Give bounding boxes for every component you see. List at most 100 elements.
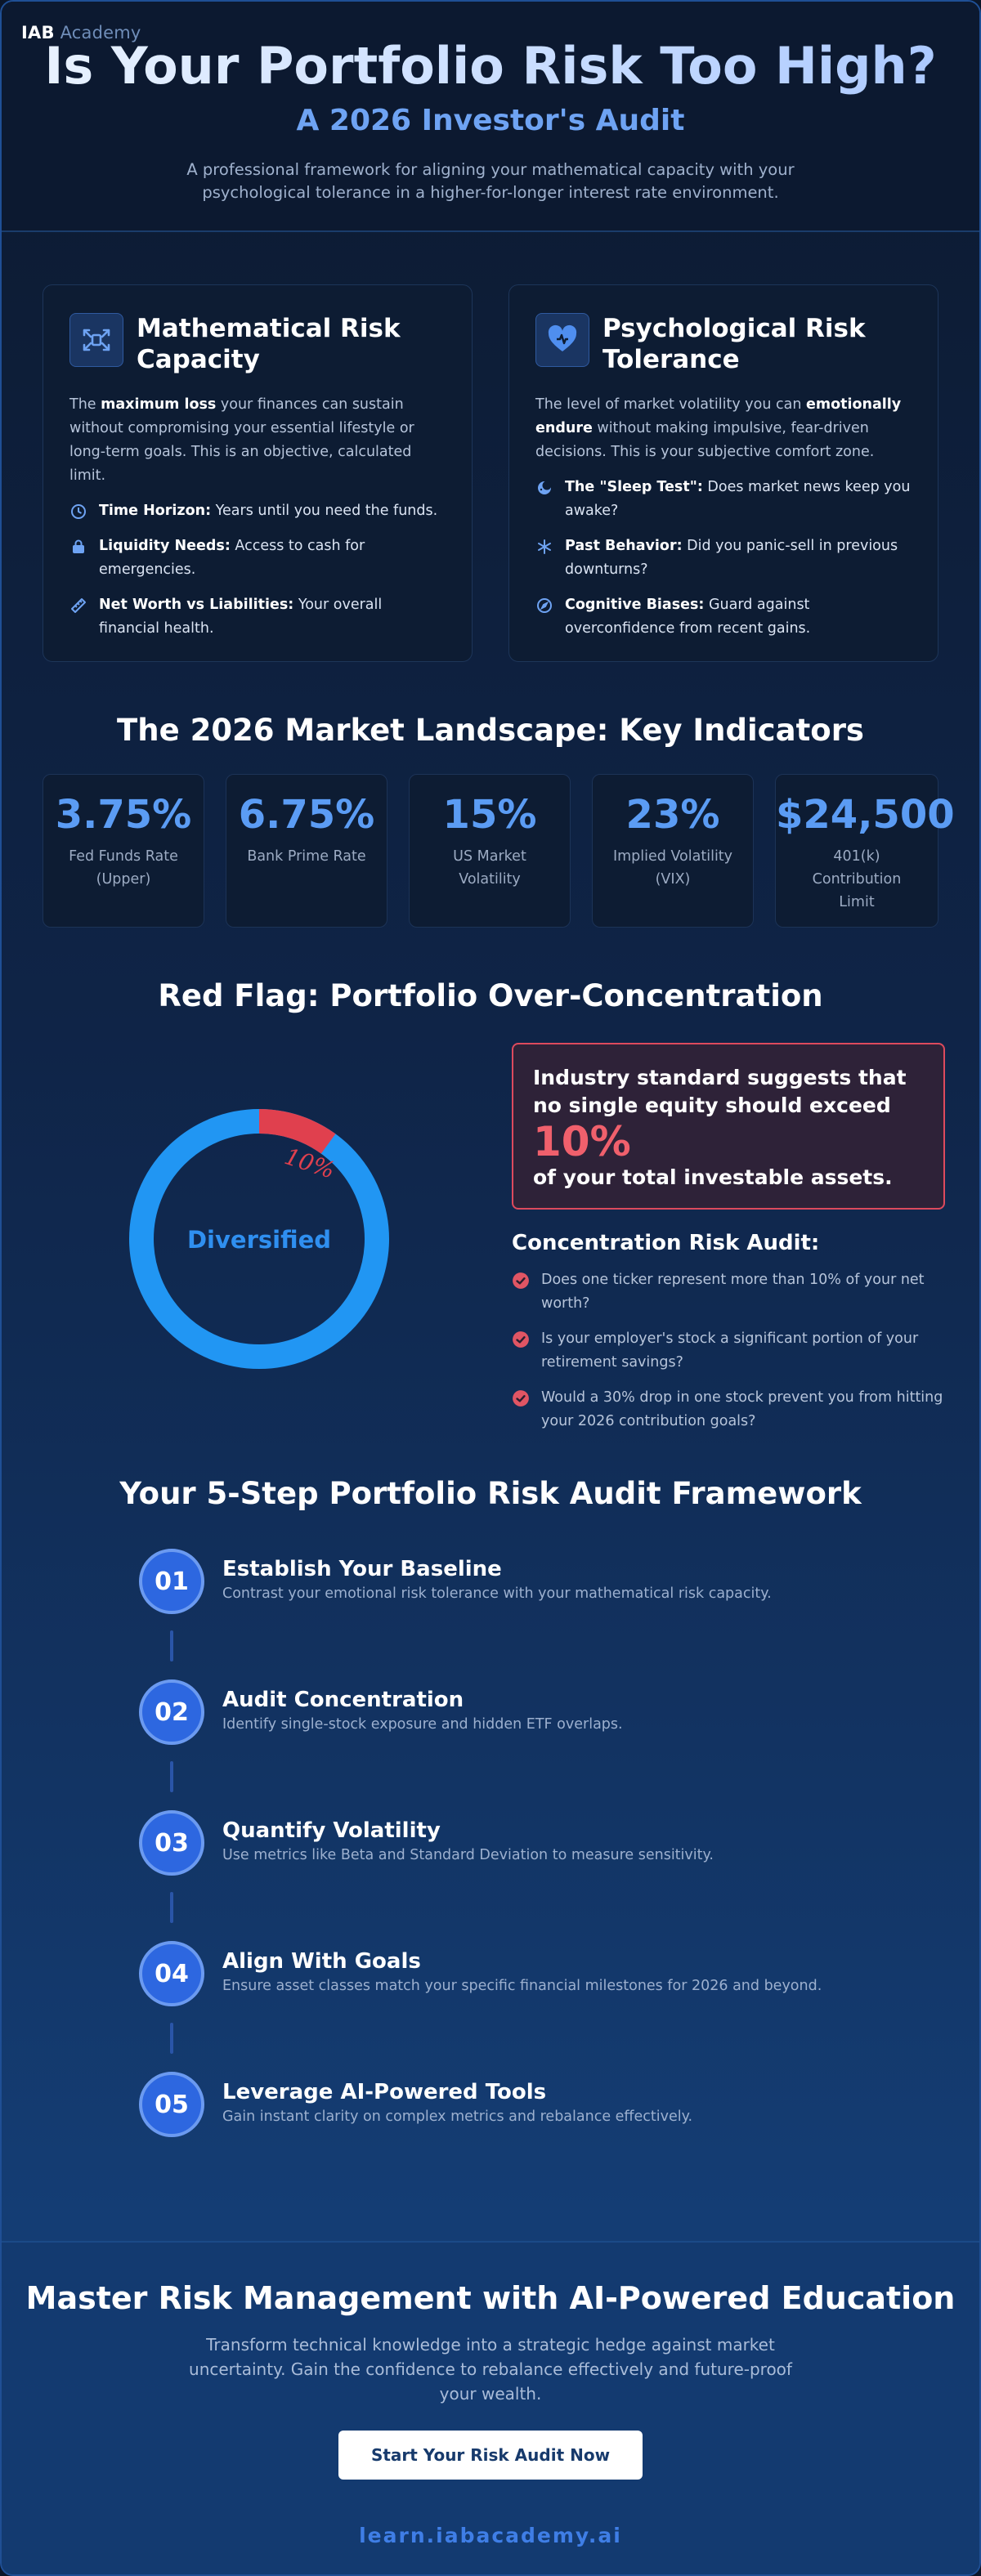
concentration-details: Industry standard suggests that no singl… xyxy=(512,1043,945,1445)
donut-center-label: Diversified xyxy=(187,1226,331,1254)
step-description: Gain instant clarity on complex metrics … xyxy=(222,2109,693,2125)
stat-label: US Market Volatility xyxy=(453,848,526,888)
stat-card: 15% US Market Volatility xyxy=(409,774,571,928)
step-description: Ensure asset classes match your specific… xyxy=(222,1978,822,1994)
asterisk-icon xyxy=(535,538,553,556)
step-title: Audit Concentration xyxy=(222,1688,464,1712)
audit-list: Does one ticker represent more than 10% … xyxy=(512,1268,945,1433)
step-title: Leverage AI-Powered Tools xyxy=(222,2080,547,2104)
list-item: The "Sleep Test": Does market news keep … xyxy=(535,476,912,523)
step-number: 04 xyxy=(139,1941,204,2006)
framework-steps: 01 Establish Your Baseline Contrast your… xyxy=(139,1549,979,2203)
moon-icon xyxy=(535,479,553,497)
step-number: 05 xyxy=(139,2072,204,2137)
concentration-section: Diversified 10% Industry standard sugges… xyxy=(2,1043,979,1445)
lock-icon xyxy=(69,538,87,556)
step-description: Contrast your emotional risk tolerance w… xyxy=(222,1585,772,1602)
stat-card: 6.75% Bank Prime Rate xyxy=(226,774,387,928)
donut-slice-concentrated xyxy=(258,1109,336,1154)
card-psychological-risk: Psychological Risk Tolerance The level o… xyxy=(508,284,938,662)
list-item: Past Behavior: Did you panic-sell in pre… xyxy=(535,534,912,582)
audit-question: Does one ticker represent more than 10% … xyxy=(541,1272,925,1312)
step-item: 05 Leverage AI-Powered Tools Gain instan… xyxy=(139,2072,979,2203)
audit-item: Does one ticker represent more than 10% … xyxy=(512,1268,945,1316)
header: IAB Academy Is Your Portfolio Risk Too H… xyxy=(2,2,979,232)
ruler-icon xyxy=(69,597,87,615)
step-item: 02 Audit Concentration Identify single-s… xyxy=(139,1679,979,1810)
callout-line-2: of your total investable assets. xyxy=(533,1165,893,1189)
check-circle-icon xyxy=(513,1390,529,1407)
cta-title: Master Risk Management with AI-Powered E… xyxy=(25,2280,956,2316)
start-audit-button[interactable]: Start Your Risk Audit Now xyxy=(338,2431,643,2480)
card-title: Mathematical Risk Capacity xyxy=(137,314,401,374)
list-item: Cognitive Biases: Guard against overconf… xyxy=(535,593,912,641)
step-title: Quantify Volatility xyxy=(222,1818,441,1843)
donut-chart: Diversified 10% xyxy=(43,1043,476,1435)
clock-icon xyxy=(69,503,87,521)
page-subtitle: A 2026 Investor's Audit xyxy=(296,104,685,137)
step-connector xyxy=(170,1892,173,1923)
step-number: 03 xyxy=(139,1810,204,1876)
audit-item: Would a 30% drop in one stock prevent yo… xyxy=(512,1386,945,1433)
brand-name-bold: IAB xyxy=(21,23,55,42)
cta-text: Transform technical knowledge into a str… xyxy=(189,2335,792,2404)
step-description: Identify single-stock exposure and hidde… xyxy=(222,1716,623,1733)
list-item: Time Horizon: Years until you need the f… xyxy=(69,499,446,523)
list-item: Net Worth vs Liabilities: Your overall f… xyxy=(69,593,446,641)
step-connector xyxy=(170,1630,173,1661)
heart-pulse-icon xyxy=(535,313,589,367)
step-item: 04 Align With Goals Ensure asset classes… xyxy=(139,1941,979,2072)
step-description: Use metrics like Beta and Standard Devia… xyxy=(222,1847,714,1863)
page-title: Is Your Portfolio Risk Too High? xyxy=(2,2,979,98)
list-item: Liquidity Needs: Access to cash for emer… xyxy=(69,534,446,582)
stat-label: Fed Funds Rate (Upper) xyxy=(69,848,178,888)
scale-arrows-icon xyxy=(69,313,123,367)
step-number: 01 xyxy=(139,1549,204,1614)
step-item: 03 Quantify Volatility Use metrics like … xyxy=(139,1810,979,1941)
risk-cards: Mathematical Risk Capacity The maximum l… xyxy=(2,232,979,662)
stat-card: 23% Implied Volatility (VIX) xyxy=(592,774,754,928)
concentration-section-title: Red Flag: Portfolio Over-Concentration xyxy=(158,978,823,1013)
concentration-callout: Industry standard suggests that no singl… xyxy=(512,1043,945,1210)
audit-question: Would a 30% drop in one stock prevent yo… xyxy=(541,1389,943,1429)
cta-section: Master Risk Management with AI-Powered E… xyxy=(2,2241,979,2574)
brand-name-light: Academy xyxy=(60,23,141,42)
callout-threshold: 10% xyxy=(533,1118,631,1165)
stat-value: 23% xyxy=(625,792,720,838)
stat-card: 3.75% Fed Funds Rate (Upper) xyxy=(43,774,204,928)
check-circle-icon xyxy=(513,1331,529,1348)
stat-value: 6.75% xyxy=(238,792,375,838)
step-title: Align With Goals xyxy=(222,1949,421,1974)
callout-line-1: Industry standard suggests that no singl… xyxy=(533,1066,907,1117)
check-circle-icon xyxy=(513,1272,529,1289)
card-list: The "Sleep Test": Does market news keep … xyxy=(535,476,912,641)
brand-logo: IAB Academy xyxy=(21,23,141,42)
card-list: Time Horizon: Years until you need the f… xyxy=(69,499,446,641)
stat-value: $24,500 xyxy=(776,792,955,838)
stat-card: $24,500 401(k) Contribution Limit xyxy=(775,774,955,928)
stat-label: Implied Volatility (VIX) xyxy=(612,848,733,888)
card-description: The maximum loss your finances can susta… xyxy=(69,396,414,484)
step-number: 02 xyxy=(139,1679,204,1745)
step-item: 01 Establish Your Baseline Contrast your… xyxy=(139,1549,979,1679)
audit-item: Is your employer's stock a significant p… xyxy=(512,1327,945,1375)
market-section-title: The 2026 Market Landscape: Key Indicator… xyxy=(117,713,864,748)
step-connector xyxy=(170,1761,173,1792)
step-title: Establish Your Baseline xyxy=(222,1557,502,1581)
step-connector xyxy=(170,2023,173,2054)
framework-section-title: Your 5-Step Portfolio Risk Audit Framewo… xyxy=(119,1476,862,1511)
card-description: The level of market volatility you can e… xyxy=(535,396,902,460)
stat-label: Bank Prime Rate xyxy=(247,848,366,865)
audit-title: Concentration Risk Audit: xyxy=(512,1231,820,1255)
stat-value: 3.75% xyxy=(55,792,192,838)
intro-text: A professional framework for aligning yo… xyxy=(186,160,795,202)
market-stats: 3.75% Fed Funds Rate (Upper) 6.75% Bank … xyxy=(2,774,979,928)
compass-icon xyxy=(535,597,553,615)
card-title: Psychological Risk Tolerance xyxy=(602,314,866,374)
card-mathematical-risk: Mathematical Risk Capacity The maximum l… xyxy=(43,284,473,662)
audit-question: Is your employer's stock a significant p… xyxy=(541,1330,919,1371)
stat-value: 15% xyxy=(442,792,537,838)
stat-label: 401(k) Contribution Limit xyxy=(812,848,902,910)
cta-url-link[interactable]: learn.iabacademy.ai xyxy=(359,2524,622,2547)
